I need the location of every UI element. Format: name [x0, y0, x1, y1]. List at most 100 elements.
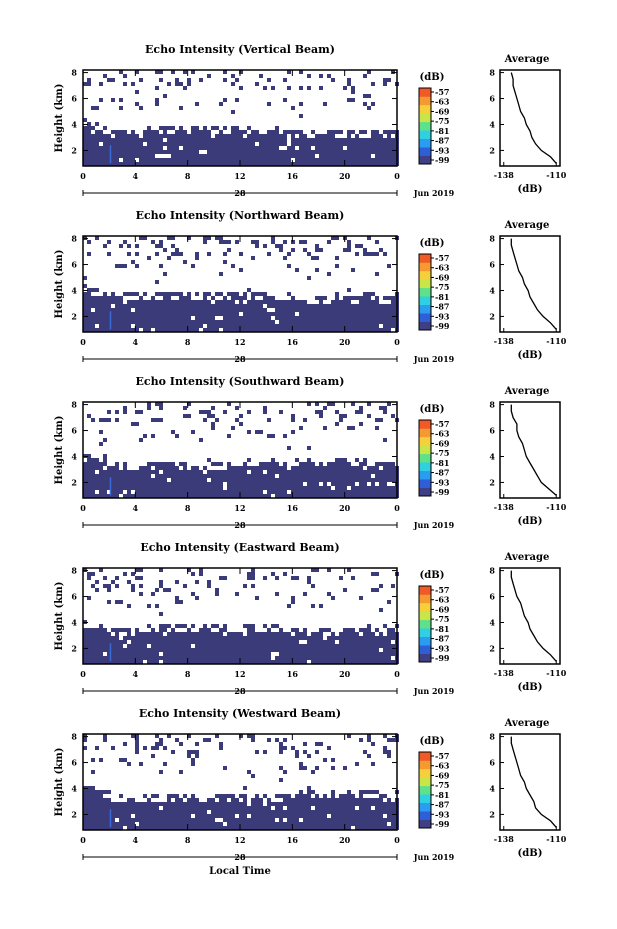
echo-cell	[351, 486, 355, 490]
echo-cell	[227, 320, 231, 324]
echo-cell	[83, 482, 87, 486]
echo-cell	[155, 130, 159, 134]
echo-cell	[379, 632, 383, 636]
echo-cell	[151, 802, 155, 806]
echo-cell	[351, 98, 355, 102]
echo-cell	[271, 470, 275, 474]
echo-cell	[99, 328, 103, 332]
echo-cell	[135, 244, 139, 248]
echo-cell	[239, 486, 243, 490]
echo-cell	[155, 252, 159, 256]
echo-cell	[95, 814, 99, 818]
echo-cell	[219, 154, 223, 158]
echo-cell	[111, 648, 115, 652]
echo-cell	[347, 162, 351, 166]
echo-cell	[143, 794, 147, 798]
echo-cell	[347, 790, 351, 794]
echo-cell	[303, 466, 307, 470]
echo-cell	[131, 802, 135, 806]
echo-cell	[199, 324, 203, 328]
echo-cell	[235, 802, 239, 806]
echo-cell	[291, 150, 295, 154]
colorbar-segment	[419, 811, 431, 820]
echo-cell	[339, 142, 343, 146]
echo-cell	[223, 324, 227, 328]
echo-cell	[127, 580, 131, 584]
echo-cell	[211, 296, 215, 300]
echo-cell	[107, 138, 111, 142]
echo-cell	[155, 462, 159, 466]
echo-cell	[379, 320, 383, 324]
echo-cell	[147, 486, 151, 490]
echo-cell	[103, 798, 107, 802]
echo-cell	[371, 478, 375, 482]
echo-cell	[231, 158, 235, 162]
echo-cell	[303, 478, 307, 482]
echo-cell	[295, 794, 299, 798]
echo-cell	[311, 462, 315, 466]
echo-cell	[91, 304, 95, 308]
echo-cell	[187, 402, 191, 406]
echo-cell	[315, 810, 319, 814]
echo-cell	[303, 146, 307, 150]
echo-cell	[363, 636, 367, 640]
echo-cell	[315, 640, 319, 644]
echo-cell	[319, 296, 323, 300]
echo-cell	[83, 118, 87, 122]
echo-cell	[155, 146, 159, 150]
echo-cell	[355, 410, 359, 414]
echo-cell	[371, 648, 375, 652]
echo-cell	[335, 486, 339, 490]
echo-cell	[379, 584, 383, 588]
echo-cell	[163, 656, 167, 660]
echo-cell	[83, 632, 87, 636]
echo-cell	[87, 822, 91, 826]
echo-cell	[243, 486, 247, 490]
echo-cell	[323, 154, 327, 158]
echo-cell	[195, 754, 199, 758]
echo-cell	[119, 810, 123, 814]
echo-cell	[143, 636, 147, 640]
echo-cell	[199, 438, 203, 442]
echo-cell	[107, 470, 111, 474]
echo-cell	[379, 328, 383, 332]
echo-cell	[327, 150, 331, 154]
echo-cell	[283, 644, 287, 648]
echo-cell	[347, 660, 351, 664]
echo-cell	[103, 462, 107, 466]
echo-cell	[99, 656, 103, 660]
echo-cell	[343, 810, 347, 814]
echo-cell	[155, 324, 159, 328]
echo-cell	[263, 308, 267, 312]
echo-cell	[123, 482, 127, 486]
echo-cell	[383, 806, 387, 810]
echo-cell	[311, 636, 315, 640]
echo-cell	[111, 814, 115, 818]
echo-cell	[327, 802, 331, 806]
echo-cell	[327, 474, 331, 478]
colorbar-tick-label: -87	[435, 468, 449, 478]
echo-cell	[171, 466, 175, 470]
average-profile-line	[510, 72, 557, 164]
echo-cell	[103, 490, 107, 494]
echo-cell	[359, 660, 363, 664]
echo-cell	[259, 490, 263, 494]
echo-cell	[343, 138, 347, 142]
average-title: Average	[504, 552, 550, 563]
echo-cell	[187, 304, 191, 308]
average-x-tick-label: -138	[494, 336, 514, 346]
echo-cell	[147, 324, 151, 328]
echo-cell	[175, 822, 179, 826]
echo-cell	[375, 494, 379, 498]
echo-cell	[275, 826, 279, 830]
echo-cell	[199, 806, 203, 810]
y-tick-label: 2	[71, 145, 77, 155]
echo-cell	[303, 328, 307, 332]
echo-cell	[207, 292, 211, 296]
echo-cell	[283, 640, 287, 644]
echo-cell	[159, 312, 163, 316]
echo-cell	[319, 146, 323, 150]
echo-cell	[311, 604, 315, 608]
colorbar-segment	[419, 287, 431, 297]
echo-cell	[139, 660, 143, 664]
